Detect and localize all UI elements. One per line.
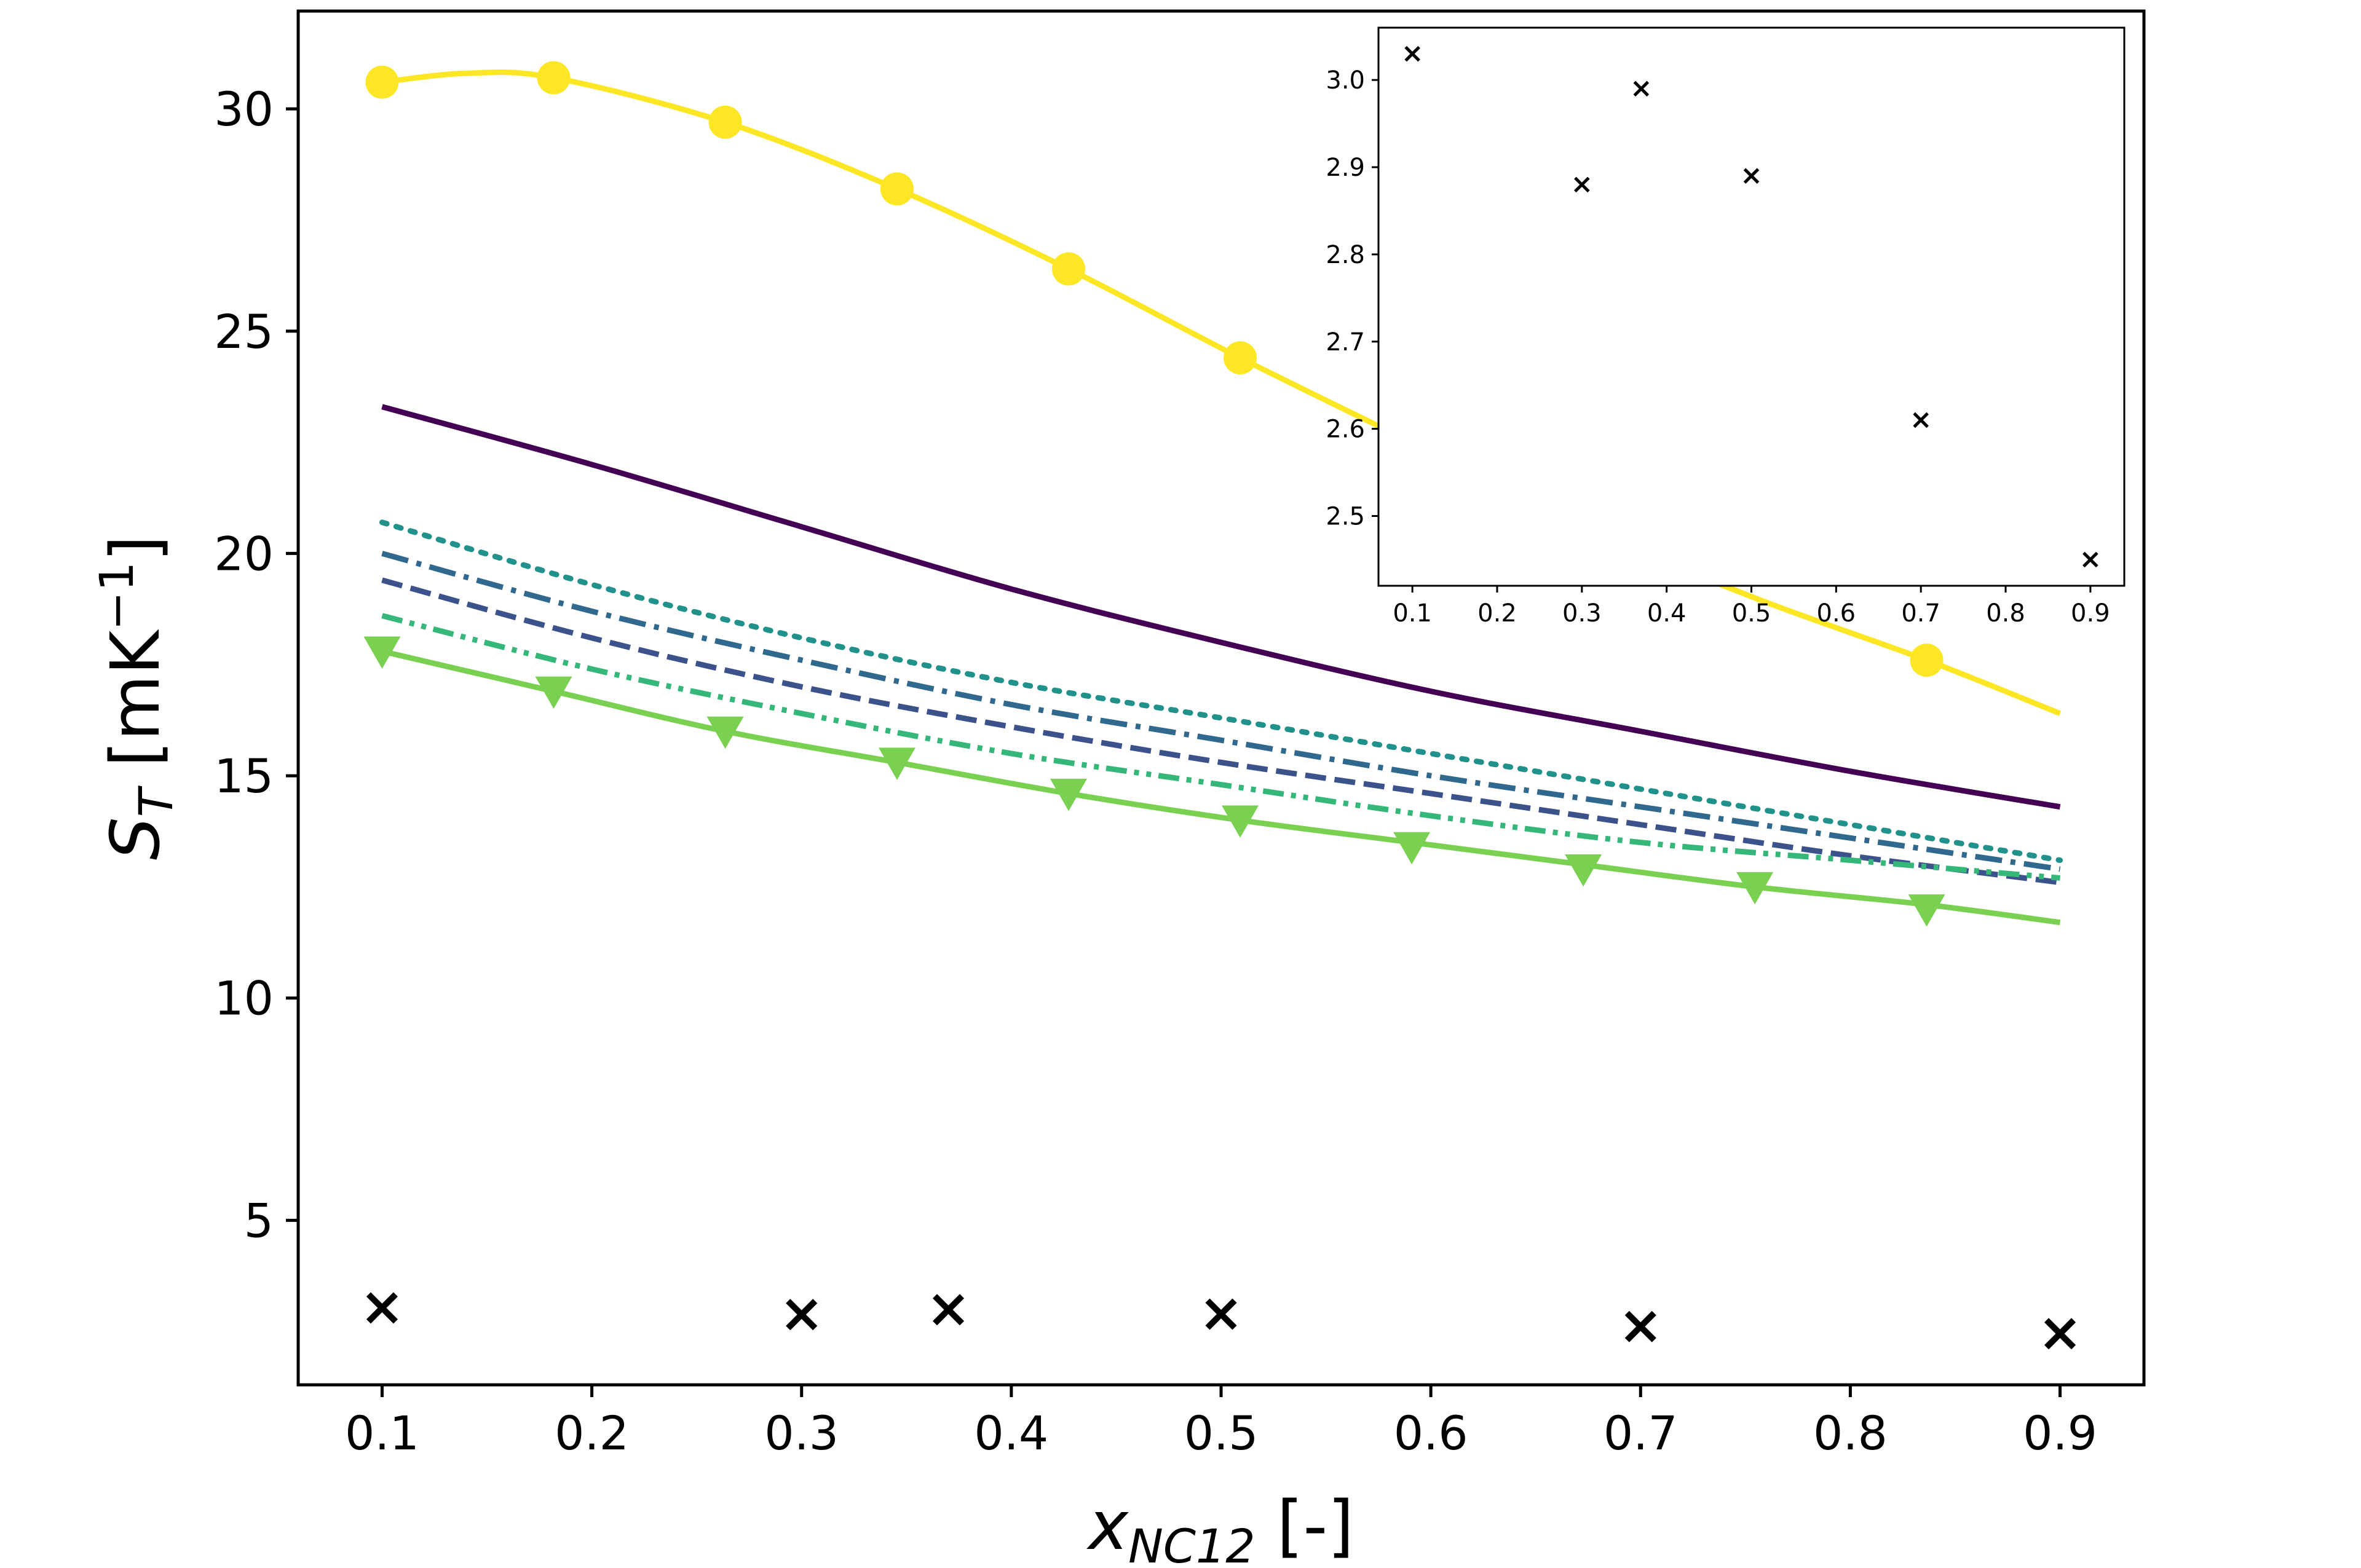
inset-x-tick-label-3: 0.4: [1647, 599, 1687, 628]
series-7-point-5: [2044, 1318, 2076, 1350]
y-axis-title-close: ]: [96, 535, 175, 562]
inset-x-tick-label-2: 0.3: [1562, 599, 1602, 628]
series-5-point-3: [878, 747, 916, 780]
y-tick-label-5: 30: [214, 82, 274, 136]
series-4-line: [381, 613, 2060, 881]
x-tick-label-8: 0.9: [2023, 1406, 2097, 1460]
x-tick-label-0: 0.1: [345, 1406, 419, 1460]
series-6-line: [381, 69, 2062, 716]
series-7-point-1: [786, 1299, 818, 1331]
inset-x-tick-label-7: 0.8: [1986, 599, 2025, 628]
inset-x-tick-label-4: 0.5: [1732, 599, 1771, 628]
series-7-point-2: [932, 1294, 965, 1326]
series-1-line: [381, 577, 2061, 886]
series-6-point-5: [1224, 341, 1257, 375]
inset-x-tick-label-0: 0.1: [1393, 599, 1432, 628]
series-5-point-4: [1050, 779, 1087, 811]
y-axis-title: ST [mK−1]: [89, 535, 183, 860]
inset-x-tick-label-8: 0.9: [2071, 599, 2110, 628]
y-tick-label-2: 15: [214, 749, 274, 803]
series-5-point-5: [1222, 805, 1259, 838]
series-5-point-0: [363, 636, 401, 669]
x-axis-title-base: x: [1086, 1486, 1129, 1565]
y-tick-label-0: 5: [244, 1193, 274, 1248]
series-7-point-3: [1205, 1298, 1237, 1330]
inset-point-4: [1913, 412, 1929, 428]
x-tick-label-4: 0.5: [1184, 1406, 1259, 1460]
series-5-point-6: [1393, 832, 1431, 865]
inset-point-5: [2082, 551, 2098, 568]
series-5-point-8: [1736, 872, 1774, 905]
inset-y-tick-label-4: 2.9: [1326, 154, 1365, 182]
y-axis-title-base: S: [96, 817, 175, 860]
series-5-point-9: [1908, 894, 1945, 927]
x-tick-label-3: 0.4: [974, 1406, 1048, 1460]
y-axis-title-subscript: T: [129, 785, 183, 817]
series-5-point-1: [535, 676, 572, 709]
inset-y-axis: 2.5 2.6 2.7 2.8 2.9 3.0: [1326, 66, 1378, 531]
inset-x-tick-label-1: 0.2: [1477, 599, 1517, 628]
x-tick-label-2: 0.3: [764, 1406, 839, 1460]
series-7-point-4: [1624, 1310, 1656, 1342]
inset-background: [1378, 28, 2124, 586]
main-plot-area: 0.1 0.2 0.3 0.4 0.5 0.6 0.7 0.8 0.9 5 10 15 20 25 30: [214, 9, 2146, 1460]
series-6-point-2: [708, 105, 742, 139]
inset-point-2: [1633, 81, 1650, 97]
inset-x-tick-label-5: 0.6: [1817, 599, 1856, 628]
y-axis-title-unit: [mK: [96, 629, 175, 789]
inset-series-group: [1404, 45, 2098, 568]
x-axis-title: xNC12 [-]: [1086, 1486, 1354, 1568]
inset-y-tick-label-0: 2.5: [1326, 503, 1365, 531]
main-x-axis: 0.1 0.2 0.3 0.4 0.5 0.6 0.7 0.8 0.9: [345, 1385, 2097, 1460]
y-tick-label-1: 10: [214, 971, 274, 1026]
x-axis-title-subscript: NC12: [1128, 1519, 1256, 1568]
series-5-point-2: [706, 716, 744, 749]
series-2-line: [381, 551, 2061, 872]
y-axis-title-superscript: −1: [89, 562, 144, 631]
main-y-axis: 5 10 15 20 25 30: [214, 82, 298, 1248]
y-tick-label-4: 25: [214, 304, 274, 359]
series-6-point-0: [365, 65, 399, 99]
series-6-point-3: [880, 172, 914, 206]
inset-point-0: [1404, 45, 1420, 62]
inset-y-tick-label-3: 2.8: [1326, 241, 1365, 269]
series-3-line: [379, 519, 2063, 863]
main-series-group: [363, 61, 2076, 1350]
series-0-line: [381, 404, 2061, 810]
inset-x-tick-label-6: 0.7: [1901, 599, 1940, 628]
series-5-point-7: [1565, 854, 1602, 887]
inset-point-3: [1743, 168, 1760, 184]
series-6-point-4: [1051, 252, 1085, 286]
x-tick-label-1: 0.2: [555, 1406, 629, 1460]
inset-y-tick-label-5: 3.0: [1326, 66, 1365, 95]
x-tick-label-7: 0.8: [1813, 1406, 1888, 1460]
series-6-point-1: [537, 61, 571, 95]
inset-x-axis: 0.1 0.2 0.3 0.4 0.5 0.6 0.7 0.8 0.9: [1393, 586, 2110, 628]
x-tick-label-5: 0.6: [1394, 1406, 1468, 1460]
x-axis-title-suffix: [-]: [1256, 1486, 1355, 1565]
inset-point-1: [1574, 176, 1590, 193]
x-tick-label-6: 0.7: [1604, 1406, 1678, 1460]
series-6-point-6: [1910, 644, 1944, 677]
series-7-point-0: [366, 1292, 398, 1324]
y-tick-label-3: 20: [214, 526, 274, 581]
inset-y-tick-label-2: 2.7: [1326, 328, 1365, 357]
inset-y-tick-label-1: 2.6: [1326, 416, 1365, 444]
inset-plot-area: 0.1 0.2 0.3 0.4 0.5 0.6 0.7 0.8 0.9 2.5 2.6 2.7 2.8…: [1326, 26, 2126, 628]
